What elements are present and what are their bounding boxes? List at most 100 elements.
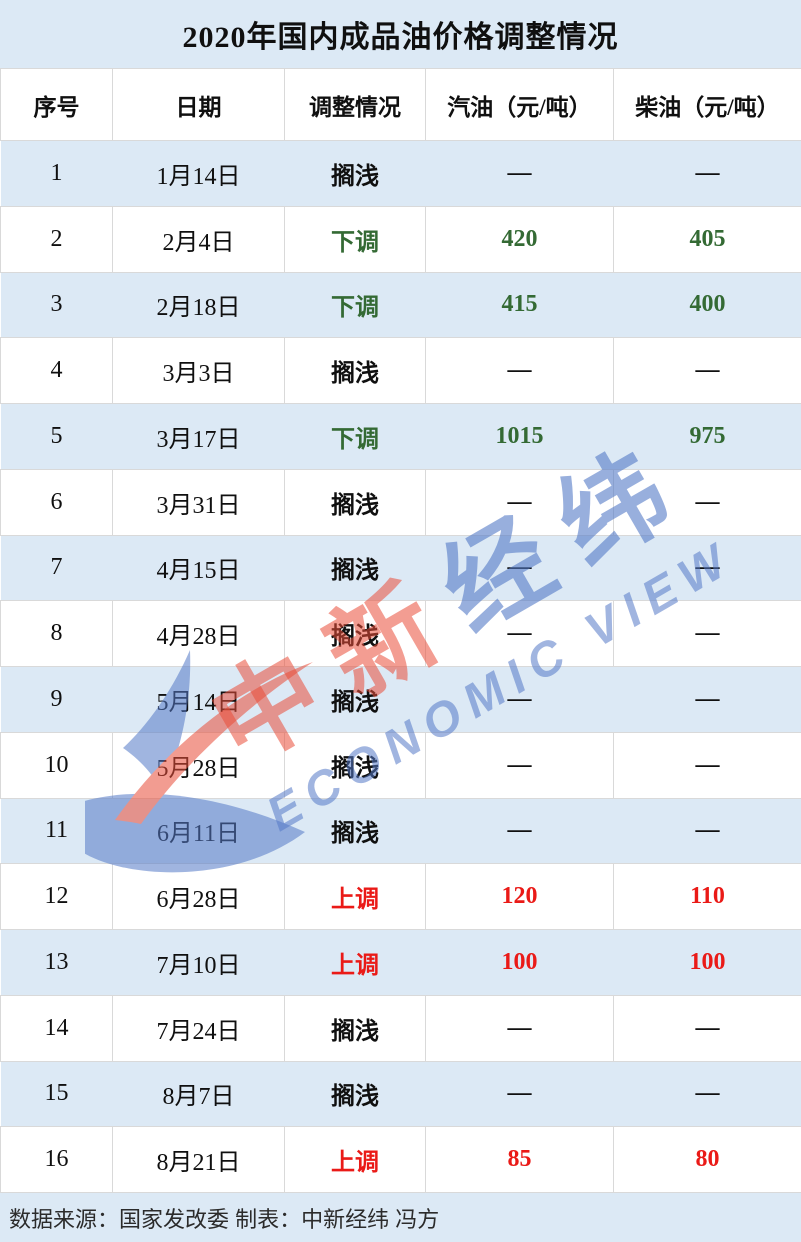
cell-no: 15 xyxy=(1,1061,113,1127)
cell-status: 下调 xyxy=(285,272,426,338)
cell-diesel: — xyxy=(614,995,801,1061)
cell-status: 搁浅 xyxy=(285,469,426,535)
cell-diesel: — xyxy=(614,535,801,601)
cell-gasoline: 85 xyxy=(426,1127,614,1193)
cell-diesel: 405 xyxy=(614,206,801,272)
cell-gasoline: — xyxy=(426,732,614,798)
cell-date: 7月24日 xyxy=(113,995,285,1061)
cell-no: 6 xyxy=(1,469,113,535)
cell-no: 16 xyxy=(1,1127,113,1193)
cell-gasoline: 420 xyxy=(426,206,614,272)
cell-no: 13 xyxy=(1,930,113,996)
cell-date: 7月10日 xyxy=(113,930,285,996)
cell-no: 3 xyxy=(1,272,113,338)
cell-gasoline: — xyxy=(426,995,614,1061)
cell-gasoline: — xyxy=(426,601,614,667)
cell-no: 8 xyxy=(1,601,113,667)
cell-no: 14 xyxy=(1,995,113,1061)
cell-no: 4 xyxy=(1,338,113,404)
cell-diesel: 975 xyxy=(614,404,801,470)
cell-status: 上调 xyxy=(285,864,426,930)
cell-date: 8月21日 xyxy=(113,1127,285,1193)
cell-status: 上调 xyxy=(285,930,426,996)
cell-status: 搁浅 xyxy=(285,338,426,404)
cell-status: 搁浅 xyxy=(285,732,426,798)
cell-date: 6月11日 xyxy=(113,798,285,864)
cell-diesel: 400 xyxy=(614,272,801,338)
cell-no: 1 xyxy=(1,141,113,207)
cell-diesel: — xyxy=(614,338,801,404)
cell-date: 6月28日 xyxy=(113,864,285,930)
header-date: 日期 xyxy=(113,69,285,141)
cell-gasoline: — xyxy=(426,1061,614,1127)
header-gasoline: 汽油（元/吨） xyxy=(426,69,614,141)
cell-date: 1月14日 xyxy=(113,141,285,207)
cell-date: 5月14日 xyxy=(113,667,285,733)
cell-gasoline: 120 xyxy=(426,864,614,930)
cell-no: 11 xyxy=(1,798,113,864)
cell-date: 3月31日 xyxy=(113,469,285,535)
cell-date: 4月28日 xyxy=(113,601,285,667)
cell-diesel: 110 xyxy=(614,864,801,930)
cell-status: 搁浅 xyxy=(285,1061,426,1127)
cell-diesel: — xyxy=(614,141,801,207)
cell-date: 2月4日 xyxy=(113,206,285,272)
cell-no: 7 xyxy=(1,535,113,601)
header-status: 调整情况 xyxy=(285,69,426,141)
cell-date: 3月3日 xyxy=(113,338,285,404)
cell-status: 搁浅 xyxy=(285,995,426,1061)
cell-gasoline: — xyxy=(426,338,614,404)
page-title: 2020年国内成品油价格调整情况 xyxy=(0,0,801,68)
cell-diesel: — xyxy=(614,732,801,798)
cell-no: 5 xyxy=(1,404,113,470)
cell-gasoline: — xyxy=(426,798,614,864)
cell-diesel: — xyxy=(614,798,801,864)
cell-date: 8月7日 xyxy=(113,1061,285,1127)
cell-date: 3月17日 xyxy=(113,404,285,470)
cell-gasoline: — xyxy=(426,469,614,535)
cell-diesel: 80 xyxy=(614,1127,801,1193)
cell-gasoline: — xyxy=(426,667,614,733)
cell-diesel: — xyxy=(614,601,801,667)
cell-gasoline: 100 xyxy=(426,930,614,996)
cell-no: 10 xyxy=(1,732,113,798)
header-diesel: 柴油（元/吨） xyxy=(614,69,801,141)
header-row: 序号 日期 调整情况 汽油（元/吨） 柴油（元/吨） xyxy=(1,69,801,141)
cell-date: 2月18日 xyxy=(113,272,285,338)
source-note: 数据来源：国家发改委 制表：中新经纬 冯方 xyxy=(0,1193,801,1242)
cell-status: 搁浅 xyxy=(285,798,426,864)
cell-date: 4月15日 xyxy=(113,535,285,601)
cell-diesel: — xyxy=(614,469,801,535)
cell-no: 2 xyxy=(1,206,113,272)
cell-no: 12 xyxy=(1,864,113,930)
cell-diesel: — xyxy=(614,667,801,733)
cell-status: 下调 xyxy=(285,404,426,470)
cell-no: 9 xyxy=(1,667,113,733)
cell-gasoline: — xyxy=(426,535,614,601)
cell-gasoline: — xyxy=(426,141,614,207)
cell-status: 搁浅 xyxy=(285,601,426,667)
cell-gasoline: 1015 xyxy=(426,404,614,470)
cell-diesel: — xyxy=(614,1061,801,1127)
cell-diesel: 100 xyxy=(614,930,801,996)
cell-status: 搁浅 xyxy=(285,667,426,733)
cell-gasoline: 415 xyxy=(426,272,614,338)
